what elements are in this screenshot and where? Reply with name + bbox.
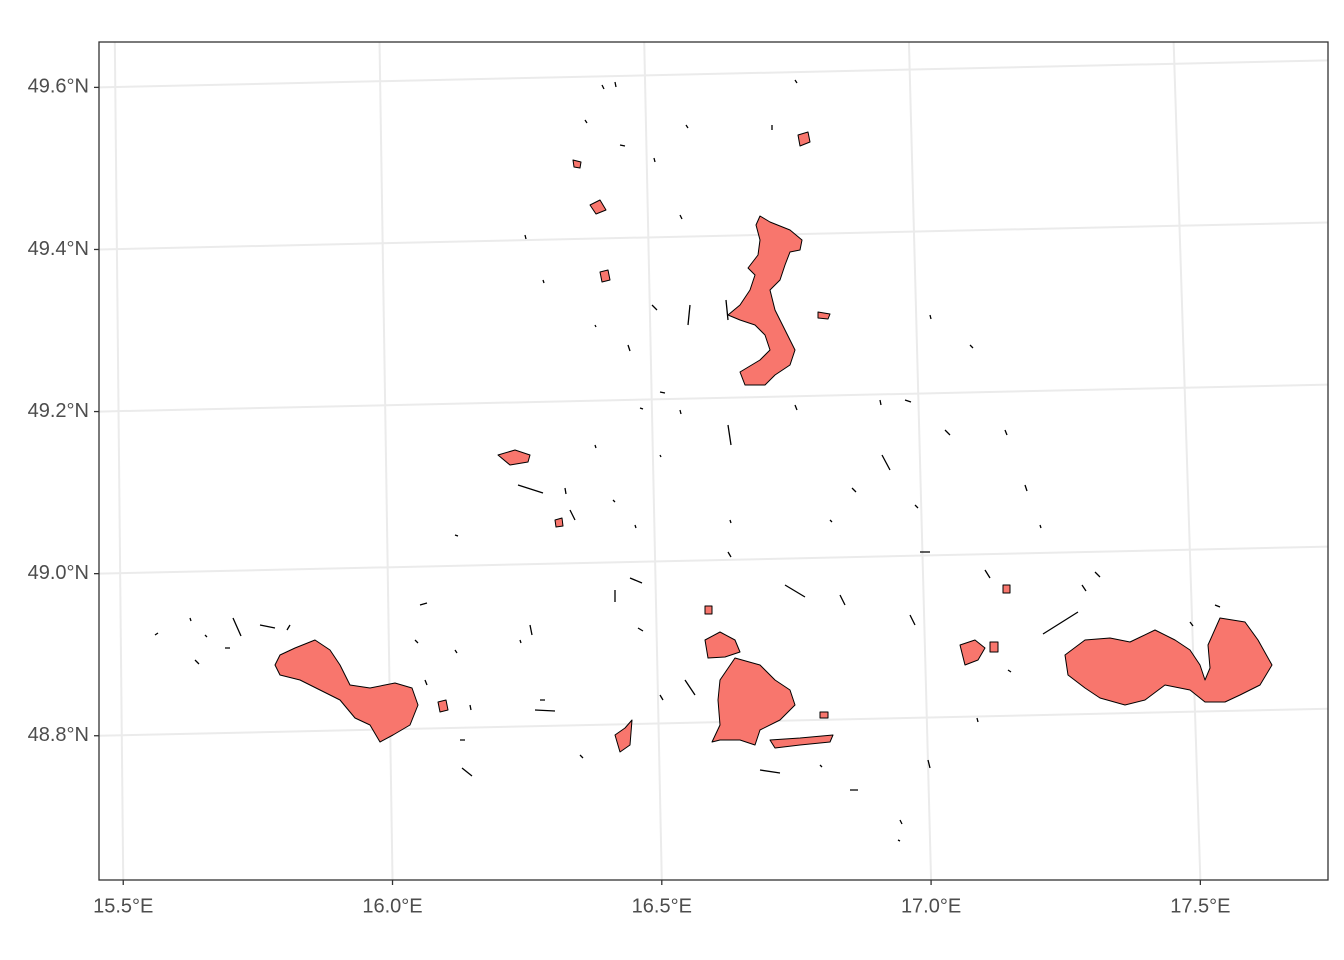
area (589, 199, 607, 215)
area (437, 699, 449, 713)
grid-line (643, 41, 663, 881)
protected-areas (154, 79, 1273, 842)
grid-line (113, 41, 125, 881)
area (1002, 584, 1011, 594)
area (554, 517, 564, 528)
grid-line (98, 59, 1329, 89)
area (274, 639, 419, 743)
x-tick-label: 16.5°E (632, 895, 692, 917)
grid-line (98, 707, 1329, 737)
grid-line (907, 41, 933, 881)
y-tick-label: 49.2°N (28, 400, 89, 422)
grid-line (98, 545, 1329, 575)
small-area (154, 79, 1221, 842)
area (769, 734, 834, 749)
area (704, 631, 741, 659)
area (797, 131, 811, 147)
area (711, 657, 796, 746)
y-tick-label: 49.4°N (28, 238, 89, 260)
x-tick-label: 16.0°E (362, 895, 422, 917)
grid-line (1172, 41, 1202, 881)
area (497, 449, 531, 466)
x-tick-label: 17.5°E (1170, 895, 1230, 917)
area (817, 311, 831, 320)
area (614, 719, 633, 753)
area (1064, 617, 1273, 706)
area (572, 159, 582, 169)
area (959, 639, 986, 666)
grid-line (98, 221, 1329, 251)
grid-line (98, 383, 1329, 413)
x-tick-label: 15.5°E (93, 895, 153, 917)
area (819, 711, 829, 719)
grid-line (378, 41, 394, 881)
axes: 15.5°E 16.0°E 16.5°E 17.0°E 17.5°E 48.8°N 49.0… (28, 76, 1231, 918)
area (727, 215, 803, 386)
y-tick-label: 49.0°N (28, 562, 89, 584)
area (704, 605, 713, 615)
y-tick-label: 48.8°N (28, 724, 89, 746)
area (599, 269, 611, 283)
graticule (98, 41, 1329, 881)
y-tick-label: 49.6°N (28, 76, 89, 98)
area (989, 641, 999, 653)
x-tick-label: 17.0°E (901, 895, 961, 917)
panel-border (98, 41, 1329, 881)
